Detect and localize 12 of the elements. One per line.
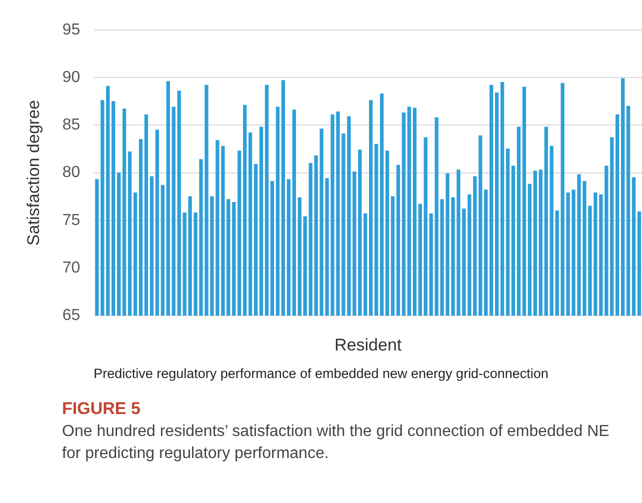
y-axis-title: Satisfaction degree xyxy=(24,100,43,246)
text: Predictive regulatory performance of embedded new energy grid-connection xyxy=(92,366,550,381)
y-tick-label: 65 xyxy=(62,307,80,324)
y-tick-label: 85 xyxy=(62,116,80,134)
x-axis-title: Resident xyxy=(334,335,402,354)
y-tick-label: 70 xyxy=(62,259,80,276)
caption: FIGURE 5 xyxy=(62,399,142,419)
y-tick-label: 80 xyxy=(62,164,80,182)
y-tick-label: 90 xyxy=(62,69,80,86)
text: One hundred residents’ satisfaction with the grid connection of embedded NE for predicting regulatory performance. xyxy=(62,422,610,464)
y-tick-label: 75 xyxy=(62,212,80,229)
y-tick-label: 95 xyxy=(62,21,80,38)
